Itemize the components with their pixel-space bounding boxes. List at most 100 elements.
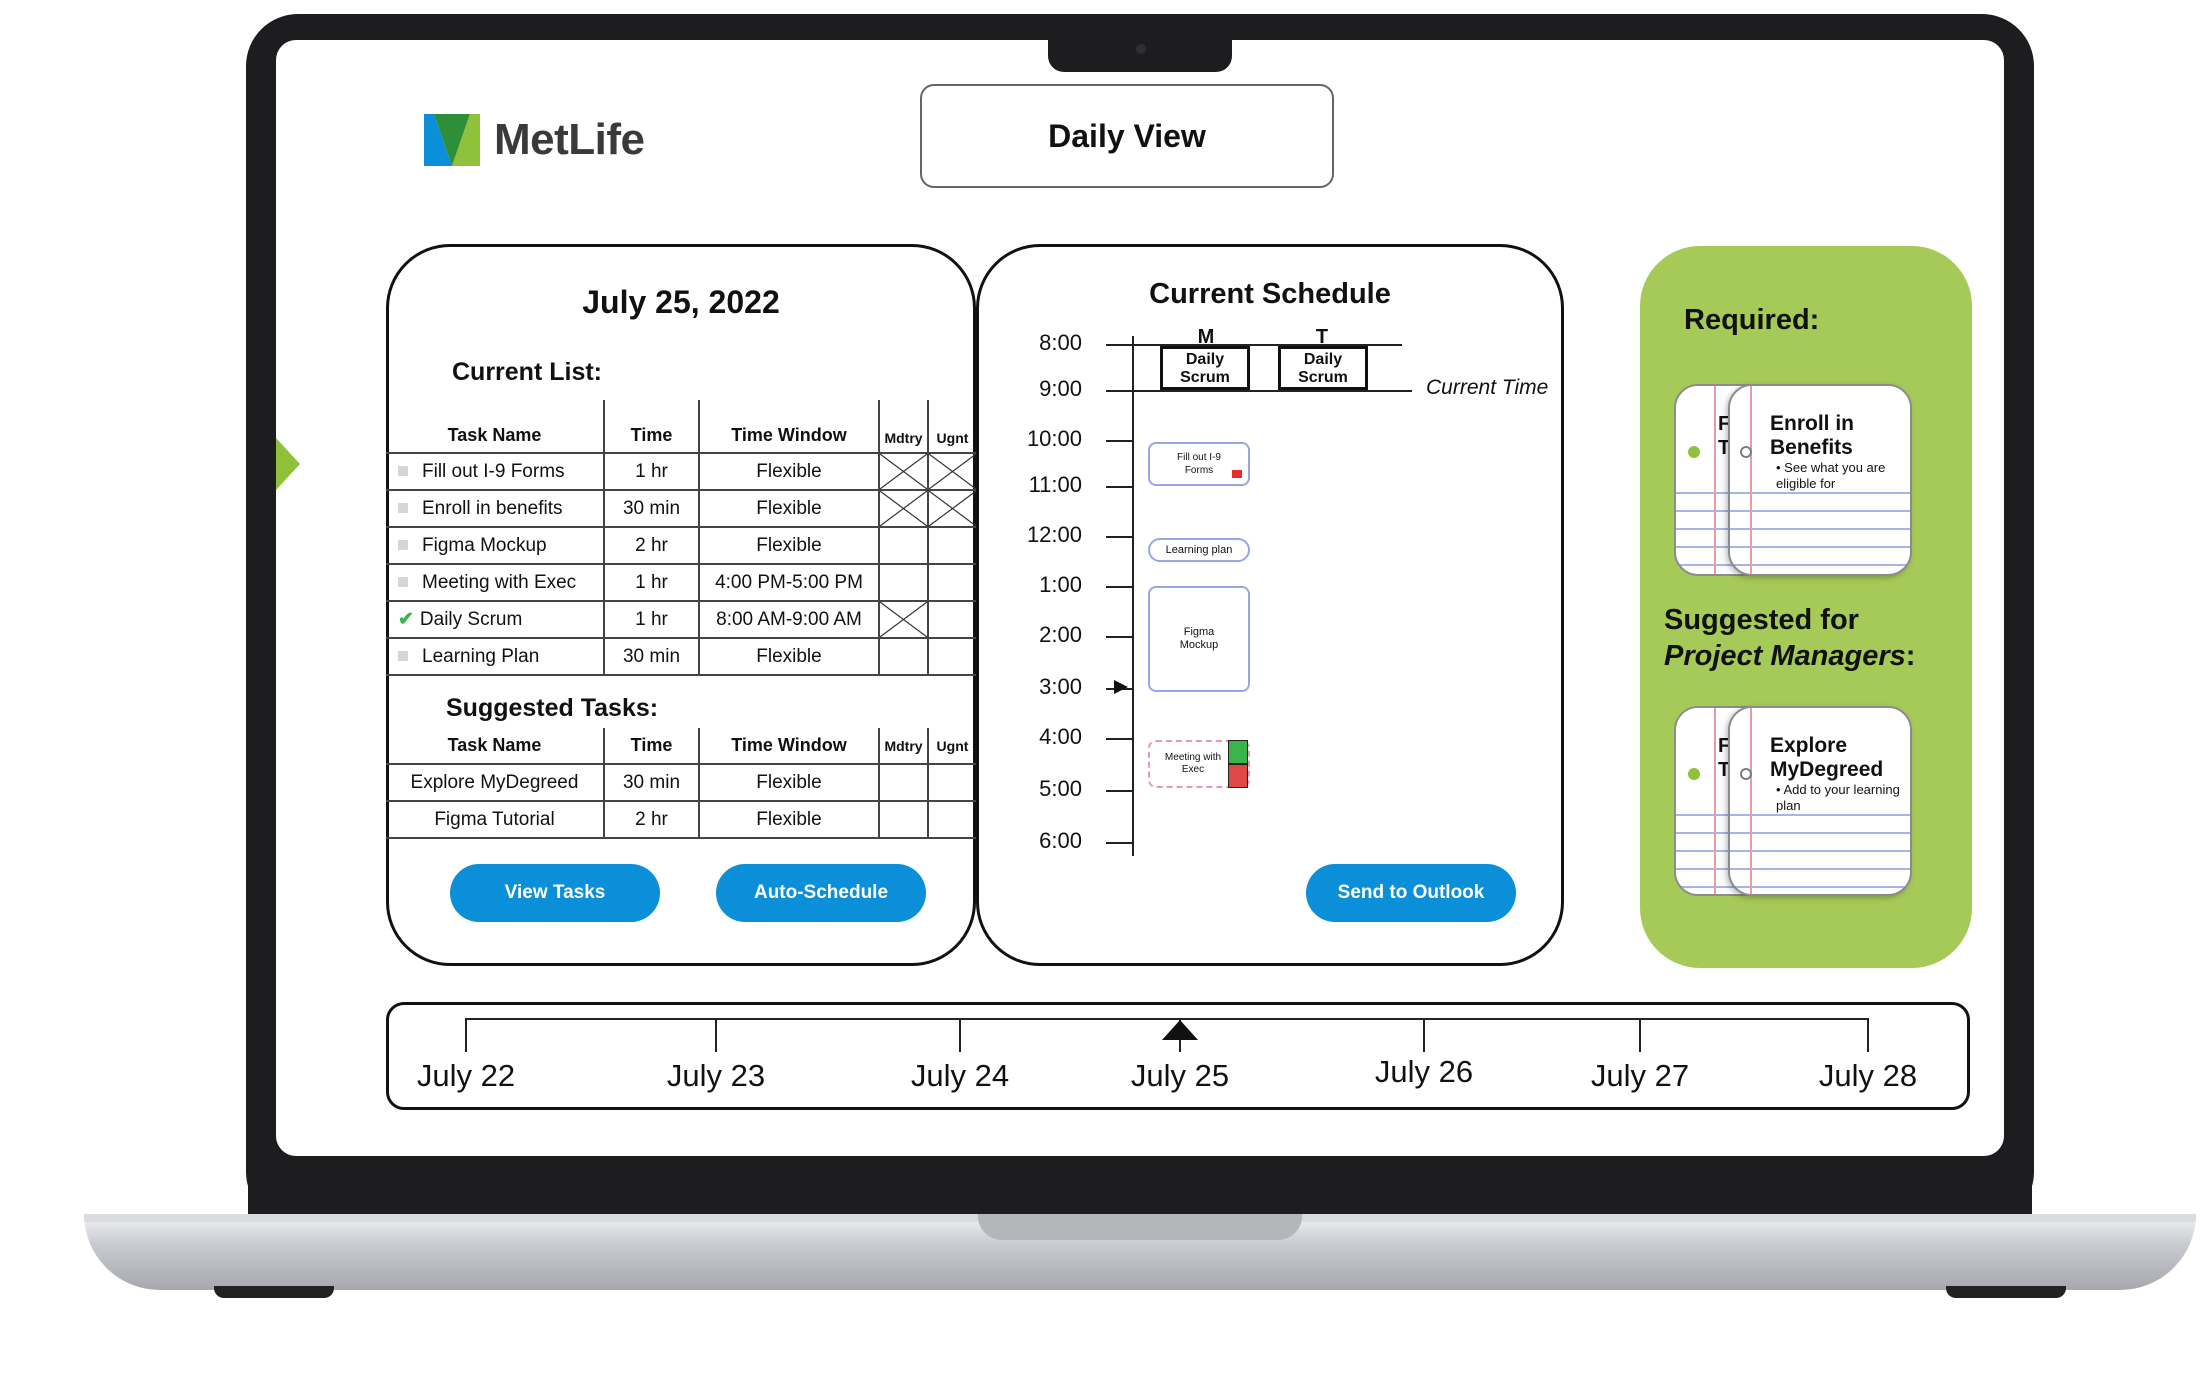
- mandatory-mark[interactable]: [878, 600, 929, 639]
- suggested-pm-role: Project Managers: [1664, 640, 1906, 672]
- required-title: Required:: [1684, 304, 1820, 336]
- task-name: Learning Plan: [422, 645, 540, 667]
- task-name: Explore MyDegreed: [386, 763, 605, 802]
- current-task-table: Task Name Time Time Window Mdtry Ugnt Fi…: [386, 400, 976, 676]
- timeline-tick: [1867, 1018, 1869, 1052]
- task-window: Flexible: [698, 763, 880, 802]
- urgent-mark[interactable]: [927, 489, 976, 528]
- timeline-date[interactable]: July 22: [416, 1058, 516, 1093]
- suggested-pm-title: Suggested for Project Managers:: [1664, 602, 1915, 674]
- task-checkbox[interactable]: [398, 651, 408, 662]
- timeline-date[interactable]: July 23: [666, 1058, 766, 1093]
- view-mode-selector[interactable]: Daily View: [920, 84, 1334, 188]
- required-card[interactable]: Enroll in Benefits • See what you are el…: [1728, 384, 1912, 576]
- mandatory-mark[interactable]: [878, 763, 929, 802]
- urgent-mark[interactable]: [927, 763, 976, 802]
- task-name: Figma Mockup: [422, 534, 547, 556]
- daily-scrum-tuesday[interactable]: Daily Scrum: [1278, 346, 1368, 390]
- suggested-card[interactable]: Explore MyDegreed • Add to your learning…: [1728, 706, 1912, 896]
- checkmark-icon[interactable]: ✔: [398, 609, 414, 630]
- suggested-task-table: Task Name Time Time Window Mdtry Ugnt Ex…: [386, 728, 976, 839]
- schedule-block-learning[interactable]: Learning plan: [1148, 538, 1250, 562]
- task-checkbox[interactable]: [398, 466, 408, 477]
- timeline-date[interactable]: July 24: [910, 1058, 1010, 1093]
- view-tasks-button[interactable]: View Tasks: [450, 864, 660, 922]
- hour-tick: [1106, 790, 1132, 792]
- table-row[interactable]: Learning Plan 30 min Flexible: [386, 637, 976, 676]
- laptop-foot-right: [1946, 1286, 2066, 1298]
- col-mandatory: Mdtry: [878, 400, 929, 454]
- card-back-peek: F T: [1718, 735, 1731, 781]
- table-row[interactable]: ✔ Daily Scrum 1 hr 8:00 AM-9:00 AM: [386, 600, 976, 639]
- urgent-mark[interactable]: [927, 600, 976, 639]
- task-name: Fill out I-9 Forms: [422, 460, 565, 482]
- urgent-mark[interactable]: [927, 637, 976, 676]
- task-checkbox[interactable]: [398, 577, 408, 588]
- task-checkbox[interactable]: [398, 503, 408, 514]
- camera-icon: [1136, 44, 1146, 54]
- table-row[interactable]: Fill out I-9 Forms 1 hr Flexible: [386, 452, 976, 491]
- task-window: 8:00 AM-9:00 AM: [698, 600, 880, 639]
- task-time: 1 hr: [603, 600, 700, 639]
- mandatory-mark[interactable]: [878, 800, 929, 839]
- task-name: Enroll in benefits: [422, 497, 563, 519]
- metlife-logo: MetLife: [424, 110, 684, 170]
- view-mode-label: Daily View: [1048, 117, 1206, 154]
- mandatory-mark[interactable]: [878, 452, 929, 491]
- ring-icon: [1740, 768, 1752, 780]
- timeline-date[interactable]: July 26: [1374, 1054, 1474, 1089]
- mandatory-mark[interactable]: [878, 526, 929, 565]
- table-row[interactable]: Figma Tutorial 2 hr Flexible: [386, 800, 976, 839]
- suggested-pm-colon: :: [1905, 640, 1916, 672]
- laptop-opening-notch: [978, 1214, 1302, 1240]
- hour-label: 6:00: [1039, 828, 1082, 853]
- table-row[interactable]: Meeting with Exec 1 hr 4:00 PM-5:00 PM: [386, 563, 976, 602]
- current-list-title: Current List:: [452, 358, 602, 386]
- hour-tick: [1106, 440, 1132, 442]
- hour-tick: [1106, 390, 1132, 392]
- schedule-axis: [1132, 336, 1134, 856]
- send-to-outlook-button[interactable]: Send to Outlook: [1306, 864, 1516, 922]
- col-time: Time: [603, 728, 700, 765]
- task-name: Figma Tutorial: [386, 800, 605, 839]
- mandatory-mark[interactable]: [878, 563, 929, 602]
- task-name: Meeting with Exec: [422, 571, 577, 593]
- task-name: Daily Scrum: [419, 609, 523, 630]
- task-time: 30 min: [603, 637, 700, 676]
- selected-date-marker-icon: [1162, 1020, 1198, 1040]
- task-time: 2 hr: [603, 526, 700, 565]
- flag-icon: [1232, 470, 1242, 478]
- required-card-bullet: See what you are eligible for: [1776, 460, 1886, 491]
- timeline-date[interactable]: July 27: [1590, 1058, 1690, 1093]
- table-row[interactable]: Explore MyDegreed 30 min Flexible: [386, 763, 976, 802]
- auto-schedule-button[interactable]: Auto-Schedule: [716, 864, 926, 922]
- urgent-mark[interactable]: [927, 800, 976, 839]
- schedule-block-figma[interactable]: Figma Mockup: [1148, 586, 1250, 692]
- daily-scrum-monday[interactable]: Daily Scrum: [1160, 346, 1250, 390]
- col-urgent: Ugnt: [927, 400, 976, 454]
- col-task-name: Task Name: [386, 400, 605, 454]
- timeline-date[interactable]: July 28: [1818, 1058, 1918, 1093]
- status-red-icon: [1228, 764, 1248, 788]
- day-letter-m: M: [1197, 326, 1215, 348]
- side-arrow-icon[interactable]: [276, 438, 300, 490]
- col-task-name: Task Name: [386, 728, 605, 765]
- mandatory-mark[interactable]: [878, 637, 929, 676]
- punch-hole-icon: [1688, 446, 1700, 458]
- timeline-date-selected[interactable]: July 25: [1130, 1058, 1230, 1093]
- suggested-tasks-title: Suggested Tasks:: [446, 694, 659, 722]
- timeline-tick: [959, 1018, 961, 1052]
- table-row[interactable]: Figma Mockup 2 hr Flexible: [386, 526, 976, 565]
- schedule-block-forms[interactable]: Fill out I-9 Forms: [1148, 442, 1250, 486]
- schedule-panel: [976, 244, 1564, 966]
- timeline-axis: [466, 1018, 1868, 1020]
- table-row[interactable]: Enroll in benefits 30 min Flexible: [386, 489, 976, 528]
- urgent-mark[interactable]: [927, 526, 976, 565]
- task-checkbox[interactable]: [398, 540, 408, 551]
- urgent-mark[interactable]: [927, 563, 976, 602]
- metlife-logo-icon: [424, 114, 480, 166]
- urgent-mark[interactable]: [927, 452, 976, 491]
- hour-tick: [1106, 486, 1132, 488]
- mandatory-mark[interactable]: [878, 489, 929, 528]
- hour-tick: [1106, 738, 1132, 740]
